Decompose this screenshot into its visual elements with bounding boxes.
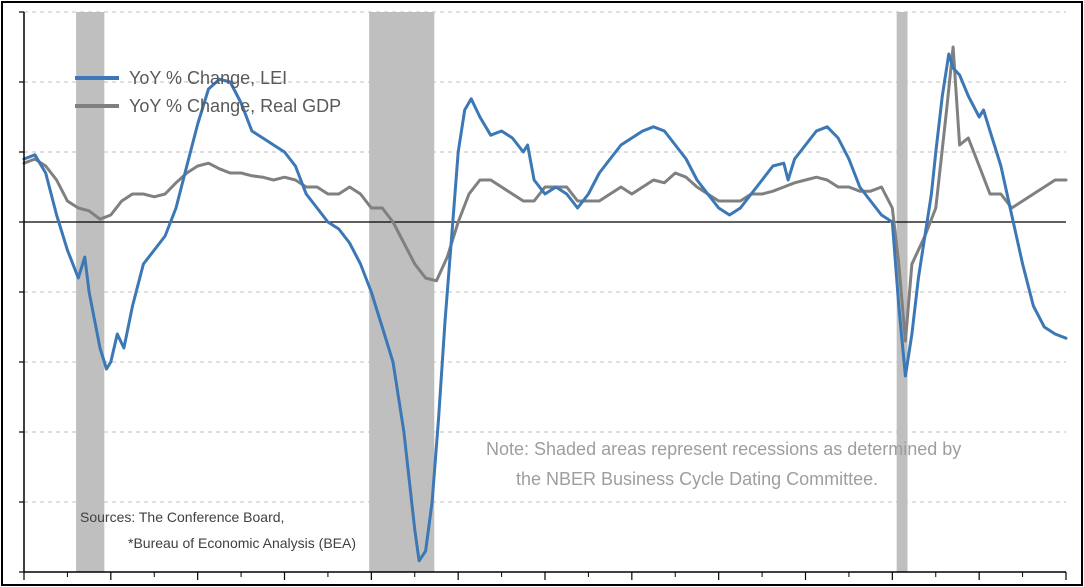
chart-sources: *Bureau of Economic Analysis (BEA): [128, 535, 356, 551]
chart-bg: [0, 0, 1084, 587]
chart-note: the NBER Business Cycle Dating Committee…: [516, 469, 878, 489]
chart-sources: Sources: The Conference Board,: [80, 509, 284, 525]
legend-label: YoY % Change, Real GDP: [129, 96, 341, 116]
lei-gdp-chart: YoY % Change, LEI YoY % Change, Real GDP N…: [0, 0, 1084, 587]
chart-note: Note: Shaded areas represent recessions …: [486, 439, 961, 459]
legend-label: YoY % Change, LEI: [129, 68, 287, 88]
